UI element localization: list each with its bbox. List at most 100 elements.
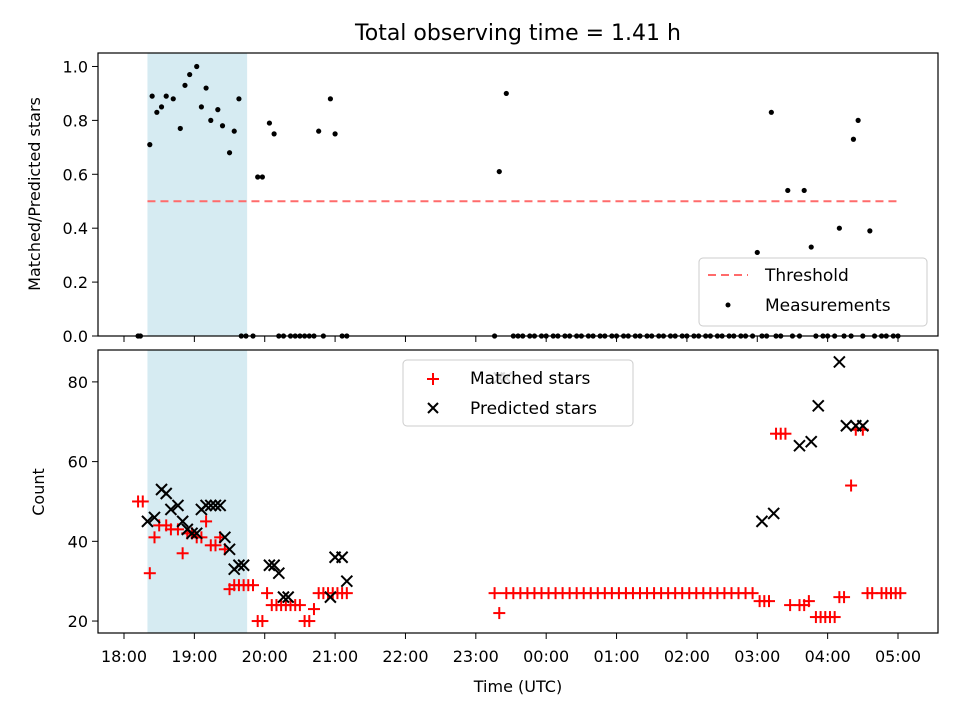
- matched-star-point: [488, 587, 501, 600]
- bottom-matched-points: [132, 423, 907, 628]
- predicted-star-point: [324, 590, 337, 604]
- top-y-ticks: 0.0 0.2 0.4 0.6 0.8 1.0: [63, 57, 98, 346]
- matched-star-point: [802, 595, 815, 608]
- x-tick-label: 23:00: [453, 647, 499, 666]
- matched-star-point: [200, 515, 213, 528]
- bottom-legend-box: [402, 359, 634, 427]
- measurement-point: [266, 120, 273, 126]
- predicted-star-point: [340, 574, 354, 588]
- matched-star-point: [256, 615, 269, 628]
- measurement-point: [259, 174, 265, 180]
- matched-star-point: [307, 603, 320, 616]
- matched-star-point: [340, 587, 353, 600]
- measurement-point: [177, 125, 183, 132]
- top-y-tick-label: 0.2: [63, 273, 88, 292]
- measurement-point: [154, 109, 160, 115]
- bottom-legend: Matched stars Predicted stars: [402, 359, 634, 427]
- bottom-y-ticks: 20 40 60 80: [68, 373, 98, 631]
- measurement-point: [768, 109, 774, 115]
- matched-star-point: [763, 595, 775, 608]
- measurement-point: [316, 128, 322, 134]
- legend-predicted-label: Predicted stars: [470, 399, 597, 419]
- top-measurement-points: [135, 63, 901, 339]
- x-tick-label: 04:00: [805, 647, 851, 666]
- predicted-star-point: [148, 511, 161, 524]
- x-tick-label: 02:00: [664, 647, 710, 666]
- measurement-point: [226, 150, 233, 156]
- measurement-point: [163, 93, 169, 99]
- bottom-axes-frame: [97, 349, 939, 634]
- predicted-star-point: [277, 590, 290, 604]
- measurement-point: [867, 228, 873, 234]
- x-tick-label: 05:00: [875, 647, 921, 666]
- matched-star-point: [779, 427, 792, 440]
- bottom-y-tick-label: 60: [68, 453, 88, 472]
- measurement-point: [231, 128, 237, 134]
- predicted-star-point: [755, 515, 769, 528]
- predicted-star-point: [223, 543, 236, 556]
- predicted-star-point: [141, 515, 154, 528]
- measurement-point: [850, 136, 857, 142]
- matched-star-point: [303, 615, 316, 628]
- measurement-point: [754, 249, 760, 256]
- matched-star-point: [838, 591, 851, 604]
- x-tick-label: 20:00: [242, 647, 288, 666]
- predicted-star-point: [335, 551, 349, 564]
- predicted-star-point: [160, 487, 173, 500]
- legend-matched-swatch: [427, 373, 439, 385]
- matched-star-point: [136, 495, 149, 508]
- legend-predicted-swatch: [427, 402, 439, 414]
- matched-star-point: [247, 579, 259, 592]
- measurement-point: [170, 96, 176, 102]
- predicted-star-point: [213, 499, 227, 512]
- predicted-star-point: [856, 419, 870, 432]
- bottom-y-tick-label: 20: [68, 612, 88, 631]
- measurement-point: [236, 96, 242, 102]
- measurement-point: [271, 131, 277, 137]
- measurement-point: [198, 104, 204, 110]
- predicted-star-point: [164, 503, 178, 516]
- predicted-star-point: [209, 499, 222, 512]
- measurement-point: [219, 123, 226, 129]
- predicted-star-point: [267, 559, 281, 572]
- measurement-point: [208, 117, 214, 123]
- predicted-star-point: [812, 399, 825, 413]
- measurement-point: [255, 174, 261, 180]
- matched-star-point: [746, 587, 759, 600]
- bottom-y-axis-label: Count: [29, 468, 48, 516]
- predicted-star-point: [840, 419, 853, 432]
- measurement-point: [808, 244, 814, 250]
- measurement-point: [496, 168, 502, 175]
- predicted-star-point: [204, 499, 217, 512]
- top-panel: 0.0 0.2 0.4 0.6 0.8 1.0 Matched/Predicted sta…: [25, 52, 939, 346]
- measurement-point: [203, 85, 209, 91]
- top-x-ticks: [123, 336, 899, 342]
- measurement-point: [147, 142, 153, 148]
- predicted-star-point: [281, 590, 295, 604]
- predicted-star-point: [833, 355, 846, 369]
- matched-star-point: [845, 479, 858, 492]
- top-shaded-interval: [147, 53, 248, 336]
- bottom-y-tick-label: 80: [68, 373, 88, 392]
- legend-matched-label: Matched stars: [470, 369, 590, 389]
- predicted-star-point: [793, 439, 806, 452]
- top-y-tick-label: 1.0: [63, 57, 88, 76]
- legend-measurements-swatch: [725, 302, 731, 308]
- x-axis-label: Time (UTC): [473, 677, 562, 696]
- top-y-tick-label: 0.8: [63, 111, 88, 130]
- matched-star-point: [493, 607, 506, 620]
- measurement-point: [855, 117, 861, 123]
- x-tick-label: 03:00: [734, 647, 780, 666]
- matched-star-point: [828, 611, 841, 624]
- predicted-star-point: [805, 435, 818, 448]
- matched-star-point: [894, 587, 907, 600]
- x-tick-label: 19:00: [171, 647, 217, 666]
- x-tick-label: 22:00: [382, 647, 428, 666]
- x-tick-label: 21:00: [312, 647, 358, 666]
- measurement-point: [158, 104, 165, 110]
- x-tick-label: 18:00: [101, 647, 147, 666]
- predicted-star-point: [218, 531, 232, 544]
- predicted-star-point: [171, 499, 185, 512]
- bottom-panel: 20 40 60 80 18:00 19:00 20:00 21:00 22:00 23:00 0…: [29, 349, 939, 696]
